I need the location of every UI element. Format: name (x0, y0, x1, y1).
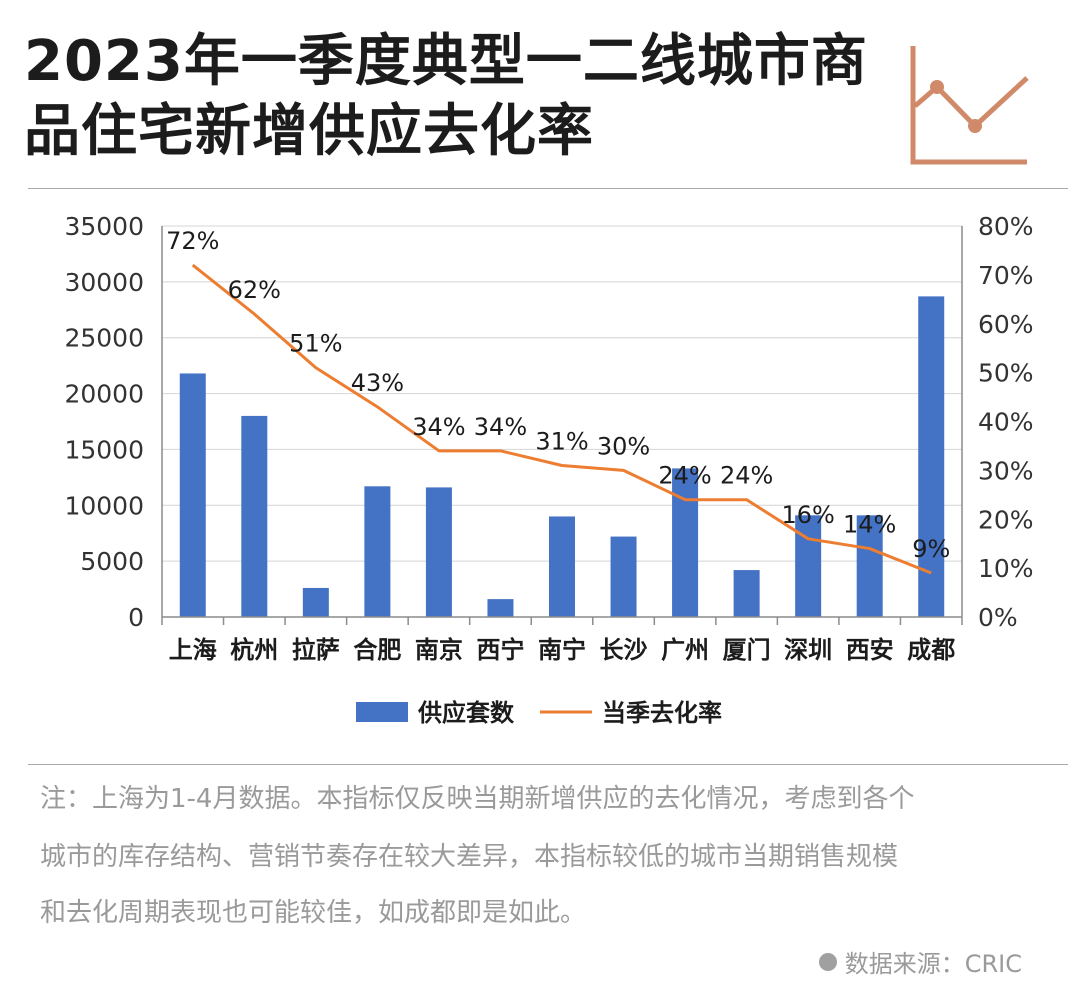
x-axis-category-label: 成都 (907, 636, 955, 664)
x-axis-category-label: 拉萨 (292, 636, 340, 664)
chart-axes: 0 5000 10000 15000 20000 25000 30000 35000 0% 10%… (64, 212, 1033, 664)
bar (733, 570, 760, 617)
left-axis-tick-label: 0 (128, 603, 144, 632)
rate-data-label: 14% (843, 511, 896, 539)
rate-data-label: 30% (597, 432, 650, 460)
rate-data-label: 51% (289, 330, 342, 358)
combo-chart: 0 5000 10000 15000 20000 25000 30000 35000 0% 10%… (64, 212, 1033, 727)
x-axis-category-label: 长沙 (600, 636, 648, 664)
note-line-1: 注：上海为1-4月数据。本指标仅反映当期新增供应的去化情况，考虑到各个 (40, 784, 915, 814)
right-axis-tick-label: 80% (978, 212, 1034, 241)
bar (487, 599, 514, 617)
bar (425, 487, 452, 617)
chart-title-line-2: 品住宅新增供应去化率 (24, 99, 594, 164)
left-axis-tick-label: 35000 (64, 212, 144, 241)
bar (610, 536, 637, 617)
x-axis-category-label: 厦门 (723, 636, 771, 664)
header-divider (28, 188, 1068, 189)
note-line-2: 城市的库存结构、营销节奏存在较大差异，本指标较低的城市当期销售规模 (40, 842, 899, 872)
chart-title-line-1: 2023年一季度典型一二线城市商 (24, 29, 868, 94)
rate-data-label: 34% (412, 413, 465, 441)
rate-line (191, 263, 932, 575)
right-axis-tick-label: 70% (978, 261, 1034, 290)
x-axis-category-label: 南宁 (538, 636, 586, 664)
x-axis-category-label: 杭州 (230, 636, 278, 664)
chart-legend: 供应套数 当季去化率 (356, 699, 722, 727)
chart-gridlines (162, 225, 962, 562)
x-axis-category-label: 上海 (169, 636, 217, 664)
bar (179, 373, 206, 617)
x-axis-category-label: 西安 (846, 636, 894, 664)
bar (241, 415, 268, 617)
left-axis-tick-label: 15000 (64, 435, 144, 464)
left-axis-tick-label: 5000 (80, 547, 144, 576)
rate-data-label: 9% (912, 535, 950, 563)
note-line-3: 和去化周期表现也可能较佳，如成都即是如此。 (40, 898, 587, 928)
bar (364, 486, 391, 617)
data-source: 数据来源：CRIC (818, 944, 1022, 979)
legend-bar-label: 供应套数 (417, 699, 515, 727)
right-axis-tick-label: 30% (978, 456, 1034, 485)
rate-data-label: 31% (535, 427, 588, 455)
rate-data-label: 72% (166, 227, 219, 255)
bar (795, 515, 822, 617)
bar (856, 515, 883, 617)
legend-bar-swatch (356, 702, 408, 722)
x-axis-category-label: 西宁 (476, 636, 524, 664)
x-axis-category-label: 广州 (661, 636, 709, 664)
rate-data-label: 16% (781, 501, 834, 529)
left-axis-tick-label: 25000 (64, 324, 144, 353)
line-chart-icon (910, 46, 1029, 165)
x-axis-category-label: 合肥 (353, 636, 401, 664)
bar (302, 587, 329, 617)
rate-data-label: 43% (351, 369, 404, 397)
data-labels: 72% 62% 51% 43% 34% 34% 31% 30% 24% 24% 16% 14% 9% (166, 227, 950, 563)
x-axis-category-label: 南京 (415, 636, 463, 664)
right-axis-tick-label: 0% (978, 603, 1018, 632)
left-axis-tick-label: 30000 (64, 268, 144, 297)
rate-data-label: 62% (228, 276, 281, 304)
left-axis-tick-label: 20000 (64, 380, 144, 409)
right-axis-tick-label: 20% (978, 505, 1034, 534)
bar (549, 516, 575, 617)
line-series (191, 263, 932, 575)
source-text: 数据来源：CRIC (844, 950, 1022, 978)
right-axis-tick-label: 10% (978, 554, 1034, 583)
right-axis-tick-label: 50% (978, 359, 1034, 388)
rate-data-label: 24% (720, 462, 773, 490)
bar-series (179, 296, 945, 617)
right-axis-tick-label: 60% (978, 310, 1034, 339)
legend-line-label: 当季去化率 (602, 699, 722, 727)
right-axis-tick-label: 40% (978, 408, 1034, 437)
rate-data-label: 24% (658, 462, 711, 490)
footer-divider (28, 764, 1068, 765)
bullet-dot-icon (818, 952, 837, 971)
x-axis-category-label: 深圳 (784, 636, 832, 664)
bar (918, 296, 945, 617)
left-axis-tick-label: 10000 (64, 491, 144, 520)
rate-data-label: 34% (474, 413, 527, 441)
bar (672, 468, 699, 617)
